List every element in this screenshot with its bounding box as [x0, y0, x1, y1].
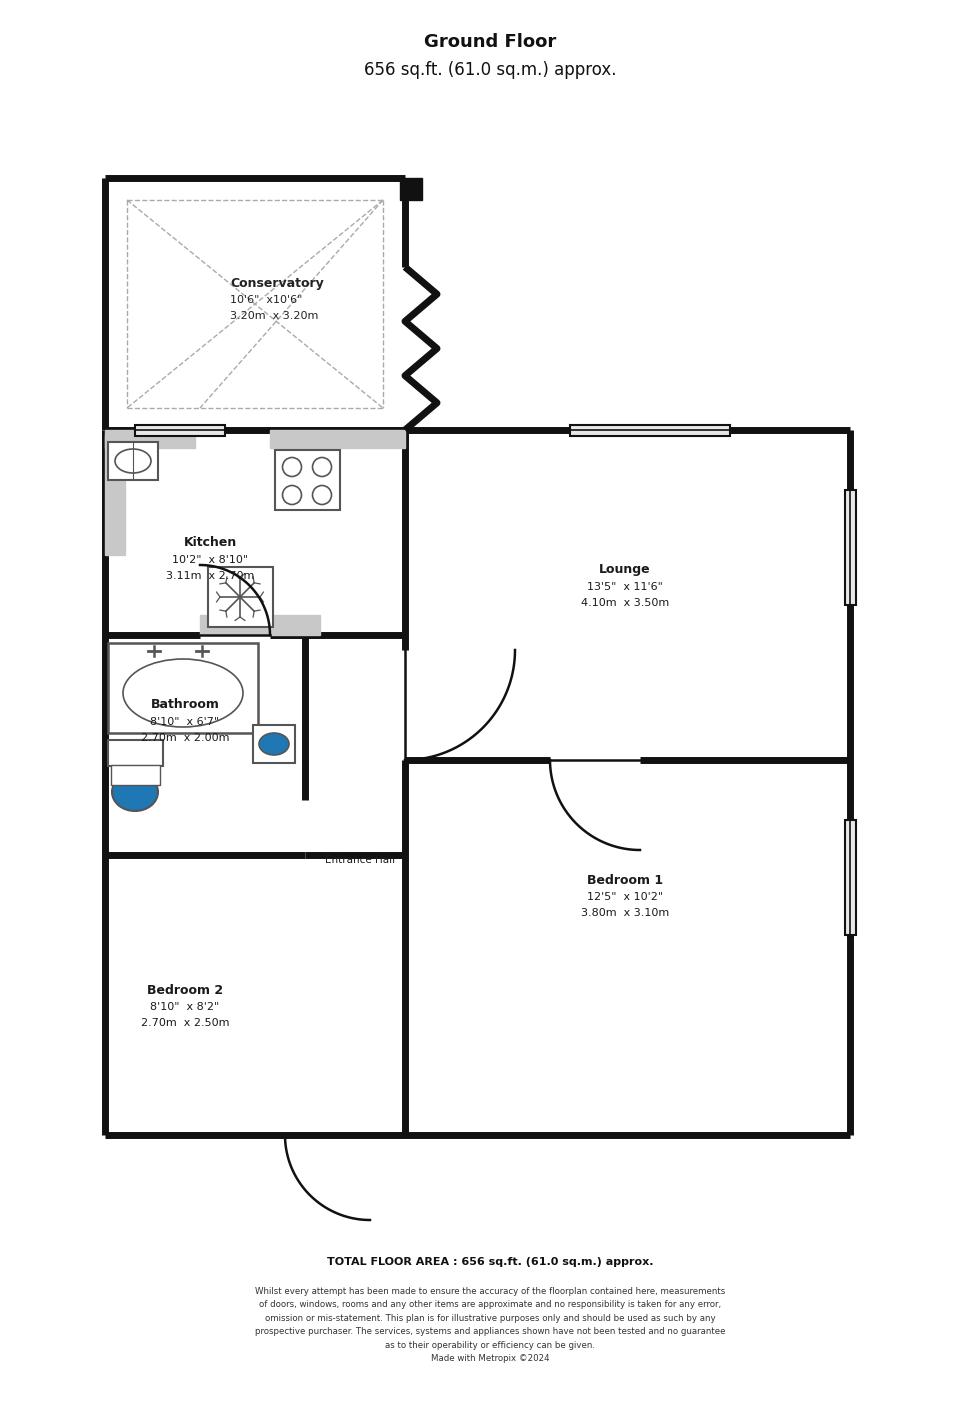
Bar: [108, 643, 258, 733]
Text: 13'5"  x 11'6": 13'5" x 11'6": [587, 583, 662, 593]
Text: TOTAL FLOOR AREA : 656 sq.ft. (61.0 sq.m.) approx.: TOTAL FLOOR AREA : 656 sq.ft. (61.0 sq.m…: [326, 1257, 654, 1267]
Text: Kitchen: Kitchen: [183, 537, 236, 550]
Bar: [400, 178, 422, 200]
Bar: [105, 436, 125, 555]
Text: Entrance Hall: Entrance Hall: [325, 855, 395, 865]
Bar: [208, 567, 273, 627]
Bar: [105, 430, 195, 448]
Text: 8'10"  x 6'7": 8'10" x 6'7": [151, 717, 220, 727]
Bar: [845, 490, 856, 605]
Text: 2.70m  x 2.50m: 2.70m x 2.50m: [141, 1018, 229, 1028]
Bar: [135, 424, 225, 436]
Bar: [200, 615, 320, 635]
Text: 3.80m  x 3.10m: 3.80m x 3.10m: [581, 908, 669, 918]
Text: 2.70m  x 2.00m: 2.70m x 2.00m: [141, 733, 229, 743]
Ellipse shape: [112, 773, 158, 811]
Bar: [111, 765, 160, 785]
Bar: [108, 740, 163, 765]
Text: Whilst every attempt has been made to ensure the accuracy of the floorplan conta: Whilst every attempt has been made to en…: [255, 1287, 725, 1364]
Text: Lounge: Lounge: [599, 564, 651, 577]
Bar: [108, 443, 158, 480]
Text: Bedroom 2: Bedroom 2: [147, 984, 223, 997]
Bar: [570, 424, 730, 436]
Text: 8'10"  x 8'2": 8'10" x 8'2": [150, 1002, 220, 1012]
Bar: [270, 430, 405, 448]
Ellipse shape: [259, 733, 289, 755]
Bar: [845, 820, 856, 935]
Bar: [253, 725, 295, 763]
Text: Conservatory: Conservatory: [230, 277, 323, 290]
Bar: [275, 450, 340, 510]
Text: 3.20m  x 3.20m: 3.20m x 3.20m: [230, 311, 318, 321]
Text: Bathroom: Bathroom: [151, 698, 220, 711]
Text: Ground Floor: Ground Floor: [424, 33, 556, 51]
Text: 12'5"  x 10'2": 12'5" x 10'2": [587, 892, 663, 902]
Text: 4.10m  x 3.50m: 4.10m x 3.50m: [581, 598, 669, 608]
Text: 10'2"  x 8'10": 10'2" x 8'10": [172, 555, 248, 565]
Text: 656 sq.ft. (61.0 sq.m.) approx.: 656 sq.ft. (61.0 sq.m.) approx.: [364, 61, 616, 79]
Text: Bedroom 1: Bedroom 1: [587, 874, 663, 887]
Text: 3.11m  x 2.70m: 3.11m x 2.70m: [166, 571, 254, 581]
Text: 10'6"  x10'6": 10'6" x10'6": [230, 296, 303, 306]
